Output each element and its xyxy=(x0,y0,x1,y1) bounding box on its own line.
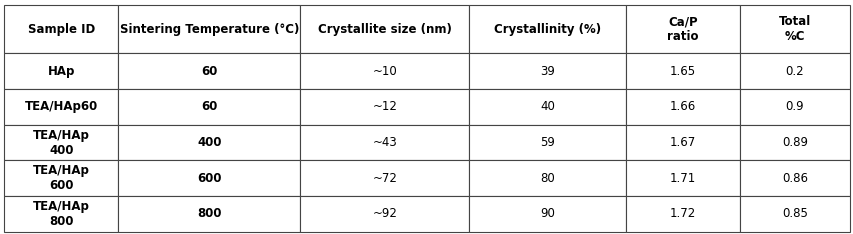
Text: ~72: ~72 xyxy=(372,172,397,185)
Bar xyxy=(4,5,119,54)
Bar xyxy=(4,89,119,125)
Bar xyxy=(739,5,849,54)
Bar xyxy=(625,54,739,89)
Text: ~10: ~10 xyxy=(372,65,397,78)
Text: 600: 600 xyxy=(197,172,221,185)
Text: HAp: HAp xyxy=(48,65,75,78)
Text: 0.89: 0.89 xyxy=(780,136,807,149)
Text: 1.71: 1.71 xyxy=(669,172,695,185)
Text: 400: 400 xyxy=(197,136,221,149)
Bar xyxy=(739,89,849,125)
Text: 0.85: 0.85 xyxy=(781,207,807,220)
Text: ~43: ~43 xyxy=(372,136,397,149)
Bar xyxy=(119,54,300,89)
Bar xyxy=(119,196,300,232)
Bar xyxy=(119,89,300,125)
Text: 0.2: 0.2 xyxy=(785,65,804,78)
Bar xyxy=(469,160,625,196)
Bar xyxy=(4,125,119,160)
Bar xyxy=(300,160,469,196)
Bar xyxy=(625,89,739,125)
Text: 1.72: 1.72 xyxy=(669,207,695,220)
Text: Ca/P
ratio: Ca/P ratio xyxy=(666,15,698,43)
Bar xyxy=(739,160,849,196)
Bar xyxy=(300,125,469,160)
Bar xyxy=(300,5,469,54)
Text: 800: 800 xyxy=(197,207,221,220)
Text: ~92: ~92 xyxy=(372,207,397,220)
Bar xyxy=(300,196,469,232)
Bar xyxy=(119,125,300,160)
Bar xyxy=(739,196,849,232)
Bar xyxy=(625,5,739,54)
Bar xyxy=(469,125,625,160)
Bar xyxy=(739,54,849,89)
Text: 1.65: 1.65 xyxy=(669,65,695,78)
Text: 39: 39 xyxy=(539,65,554,78)
Bar xyxy=(4,160,119,196)
Text: TEA/HAp
600: TEA/HAp 600 xyxy=(33,164,90,192)
Text: 90: 90 xyxy=(539,207,554,220)
Text: Crystallinity (%): Crystallinity (%) xyxy=(493,22,601,36)
Text: Sintering Temperature (°C): Sintering Temperature (°C) xyxy=(119,22,299,36)
Text: 0.86: 0.86 xyxy=(780,172,807,185)
Bar xyxy=(469,89,625,125)
Text: Crystallite size (nm): Crystallite size (nm) xyxy=(317,22,451,36)
Text: ~12: ~12 xyxy=(372,100,397,113)
Bar xyxy=(625,196,739,232)
Bar xyxy=(625,125,739,160)
Bar xyxy=(119,160,300,196)
Bar xyxy=(300,89,469,125)
Text: Total
%C: Total %C xyxy=(778,15,810,43)
Bar xyxy=(469,54,625,89)
Text: 0.9: 0.9 xyxy=(785,100,804,113)
Text: 60: 60 xyxy=(200,65,218,78)
Text: 1.66: 1.66 xyxy=(669,100,695,113)
Text: TEA/HAp60: TEA/HAp60 xyxy=(25,100,98,113)
Text: 59: 59 xyxy=(539,136,554,149)
Text: TEA/HAp
800: TEA/HAp 800 xyxy=(33,200,90,228)
Text: 40: 40 xyxy=(539,100,554,113)
Bar xyxy=(469,5,625,54)
Bar xyxy=(739,125,849,160)
Text: TEA/HAp
400: TEA/HAp 400 xyxy=(33,128,90,157)
Text: 60: 60 xyxy=(200,100,218,113)
Bar xyxy=(119,5,300,54)
Text: 80: 80 xyxy=(539,172,554,185)
Text: Sample ID: Sample ID xyxy=(27,22,95,36)
Bar xyxy=(625,160,739,196)
Bar xyxy=(4,196,119,232)
Bar xyxy=(4,54,119,89)
Bar xyxy=(469,196,625,232)
Text: 1.67: 1.67 xyxy=(669,136,695,149)
Bar xyxy=(300,54,469,89)
